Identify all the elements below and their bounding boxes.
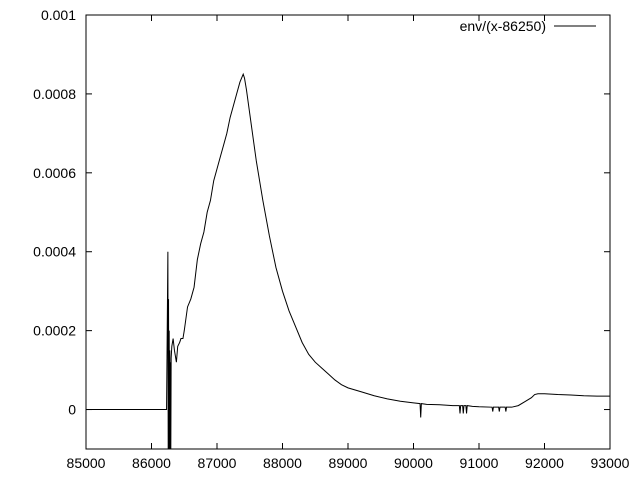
x-tick-label: 90000: [394, 455, 433, 471]
x-tick-label: 89000: [329, 455, 368, 471]
y-tick-label: 0.0002: [33, 323, 76, 339]
y-tick-label: 0: [68, 402, 76, 418]
x-tick-label: 92000: [525, 455, 564, 471]
legend-label: env/(x-86250): [460, 18, 546, 34]
y-tick-label: 0.001: [41, 7, 76, 23]
x-axis-ticks: 85000 86000 87000 88000 89000 90000 91000 92000…: [67, 15, 630, 471]
x-tick-label: 88000: [263, 455, 302, 471]
y-axis-ticks: 0 0.0002 0.0004 0.0006 0.0008 0.001: [33, 7, 610, 418]
x-tick-label: 93000: [591, 455, 630, 471]
series-layer: [86, 72, 610, 450]
x-tick-label: 87000: [198, 455, 237, 471]
x-tick-label: 86000: [132, 455, 171, 471]
y-tick-label: 0.0004: [33, 244, 76, 260]
y-tick-label: 0.0006: [33, 165, 76, 181]
series-line: [86, 72, 610, 450]
x-tick-label: 85000: [67, 455, 106, 471]
y-tick-label: 0.0008: [33, 86, 76, 102]
x-tick-label: 91000: [460, 455, 499, 471]
legend: env/(x-86250): [460, 18, 596, 34]
